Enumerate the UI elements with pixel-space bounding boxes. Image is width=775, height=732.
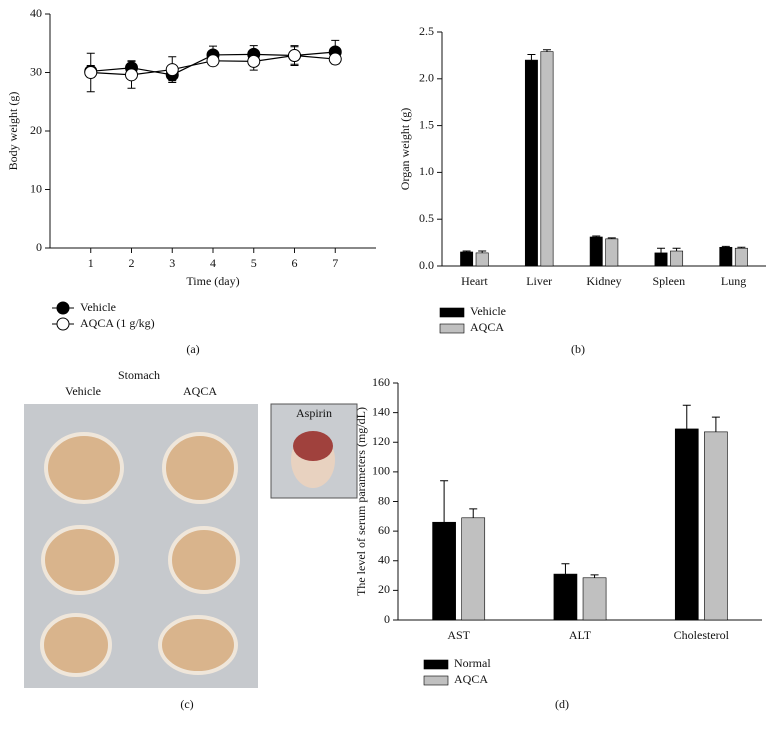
- y-tick-label: 30: [30, 64, 42, 78]
- y-tick-label: 1.0: [419, 164, 434, 178]
- y-tick-label: 100: [372, 464, 390, 478]
- y-axis-label: Body weight (g): [6, 92, 20, 171]
- point: [328, 52, 342, 66]
- bar: [734, 247, 748, 267]
- legend-label: Normal: [454, 656, 491, 670]
- error-bar: [590, 574, 599, 578]
- error-bar: [542, 49, 551, 52]
- y-tick-label: 40: [378, 553, 390, 567]
- bar: [475, 252, 489, 267]
- y-tick-label: 20: [30, 123, 42, 137]
- x-tick-label: 7: [332, 256, 338, 270]
- y-tick-label: 10: [30, 181, 42, 195]
- x-tick-label: Kidney: [586, 274, 621, 288]
- photo-label: Aspirin: [296, 406, 332, 420]
- x-tick-label: Cholesterol: [674, 628, 730, 642]
- y-tick-label: 0: [36, 240, 42, 254]
- bar: [704, 431, 728, 621]
- photo-label: AQCA: [183, 384, 217, 398]
- x-tick-label: 2: [129, 256, 135, 270]
- legend-label: AQCA: [470, 320, 504, 334]
- aspirin-lesion: [293, 431, 333, 461]
- error-bar: [440, 480, 449, 523]
- error-bar: [527, 53, 536, 61]
- error-bar: [478, 250, 487, 253]
- y-axis-label: The level of serum parameters (mg/dL): [354, 407, 368, 596]
- legend-label: Vehicle: [470, 304, 506, 318]
- panel-label: (d): [555, 697, 569, 711]
- bar: [654, 252, 668, 267]
- legend-marker: [56, 317, 70, 331]
- y-tick-label: 120: [372, 434, 390, 448]
- bar: [432, 521, 456, 621]
- stomach-photo: Stomach Vehicle AQCA Aspirin: [24, 368, 358, 688]
- y-tick-label: 2.5: [419, 24, 434, 38]
- bar: [605, 238, 619, 267]
- legend-swatch: [423, 659, 449, 670]
- x-tick-label: AST: [447, 628, 470, 642]
- error-bar: [682, 404, 691, 429]
- bar: [582, 577, 607, 621]
- bar: [670, 250, 684, 267]
- y-tick-label: 0: [384, 612, 390, 626]
- error-bar: [561, 563, 570, 575]
- x-tick-label: 1: [88, 256, 94, 270]
- error-bar: [711, 416, 720, 432]
- y-tick-label: 60: [378, 523, 390, 537]
- photo-title: Stomach: [118, 368, 160, 382]
- point: [288, 49, 301, 63]
- y-tick-label: 0.0: [419, 258, 434, 272]
- y-tick-label: 1.5: [419, 117, 434, 131]
- legend-marker: [56, 301, 70, 315]
- bar: [719, 246, 733, 267]
- y-axis-label: Organ weight (g): [398, 108, 412, 190]
- point: [165, 63, 179, 77]
- point: [206, 54, 220, 68]
- y-tick-label: 2.0: [419, 71, 434, 85]
- panel-label: (c): [180, 697, 193, 711]
- y-tick-label: 160: [372, 375, 390, 389]
- y-tick-label: 140: [372, 404, 390, 418]
- x-tick-label: 3: [169, 256, 175, 270]
- legend-label: AQCA: [454, 672, 488, 686]
- x-tick-label: Heart: [461, 274, 488, 288]
- y-tick-label: 80: [378, 493, 390, 507]
- bar: [540, 51, 554, 267]
- x-tick-label: Spleen: [652, 274, 685, 288]
- bar: [524, 59, 538, 267]
- stomach-samples: [40, 432, 240, 677]
- bar: [461, 517, 486, 621]
- point: [125, 68, 138, 82]
- x-tick-label: Liver: [526, 274, 552, 288]
- bar: [674, 428, 699, 621]
- x-tick-label: Lung: [721, 274, 746, 288]
- legend-swatch: [423, 675, 449, 686]
- y-tick-label: 0.5: [419, 211, 434, 225]
- error-bar: [657, 247, 666, 253]
- photo-label: Vehicle: [65, 384, 101, 398]
- x-tick-label: 6: [292, 256, 298, 270]
- bar: [553, 573, 578, 621]
- bar: [589, 236, 603, 267]
- bar: [460, 251, 474, 267]
- error-bar: [672, 247, 681, 252]
- panel-label: (b): [571, 342, 585, 356]
- x-tick-label: 5: [251, 256, 257, 270]
- legend-swatch: [439, 323, 465, 334]
- y-tick-label: 40: [30, 6, 42, 20]
- legend-swatch: [439, 307, 465, 318]
- error-bar: [469, 508, 478, 518]
- legend-label: Vehicle: [80, 300, 116, 314]
- x-tick-label: 4: [210, 256, 216, 270]
- legend-label: AQCA (1 g/kg): [80, 316, 155, 330]
- panel-label: (a): [186, 342, 199, 356]
- x-tick-label: ALT: [569, 628, 592, 642]
- x-axis-label: Time (day): [186, 274, 239, 288]
- y-tick-label: 20: [378, 582, 390, 596]
- point: [247, 54, 261, 68]
- point: [84, 66, 98, 79]
